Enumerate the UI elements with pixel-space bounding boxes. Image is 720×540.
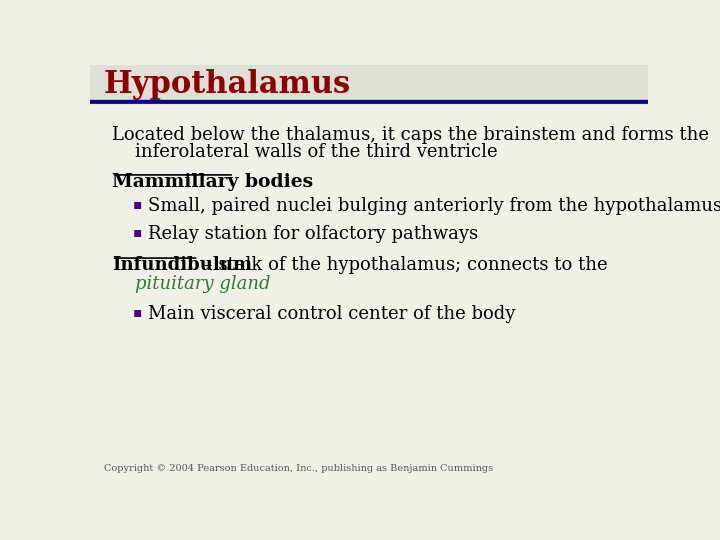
Text: ▪: ▪	[132, 197, 142, 211]
Text: Relay station for olfactory pathways: Relay station for olfactory pathways	[148, 225, 478, 243]
Text: ▪: ▪	[132, 305, 142, 319]
Text: Located below the thalamus, it caps the brainstem and forms the: Located below the thalamus, it caps the …	[112, 126, 708, 144]
FancyBboxPatch shape	[90, 65, 648, 99]
Text: Copyright © 2004 Pearson Education, Inc., publishing as Benjamin Cummings: Copyright © 2004 Pearson Education, Inc.…	[104, 464, 493, 473]
Text: pituitary gland: pituitary gland	[112, 275, 270, 293]
Text: Small, paired nuclei bulging anteriorly from the hypothalamus: Small, paired nuclei bulging anteriorly …	[148, 197, 720, 215]
Text: inferolateral walls of the third ventricle: inferolateral walls of the third ventric…	[112, 143, 498, 161]
Text: ▪: ▪	[132, 225, 142, 239]
Text: Mammillary bodies: Mammillary bodies	[112, 173, 312, 191]
Text: Hypothalamus: Hypothalamus	[104, 69, 351, 99]
Text: – stalk of the hypothalamus; connects to the: – stalk of the hypothalamus; connects to…	[199, 256, 608, 274]
Text: Infundibulum: Infundibulum	[112, 256, 252, 274]
Text: Main visceral control center of the body: Main visceral control center of the body	[148, 305, 516, 323]
